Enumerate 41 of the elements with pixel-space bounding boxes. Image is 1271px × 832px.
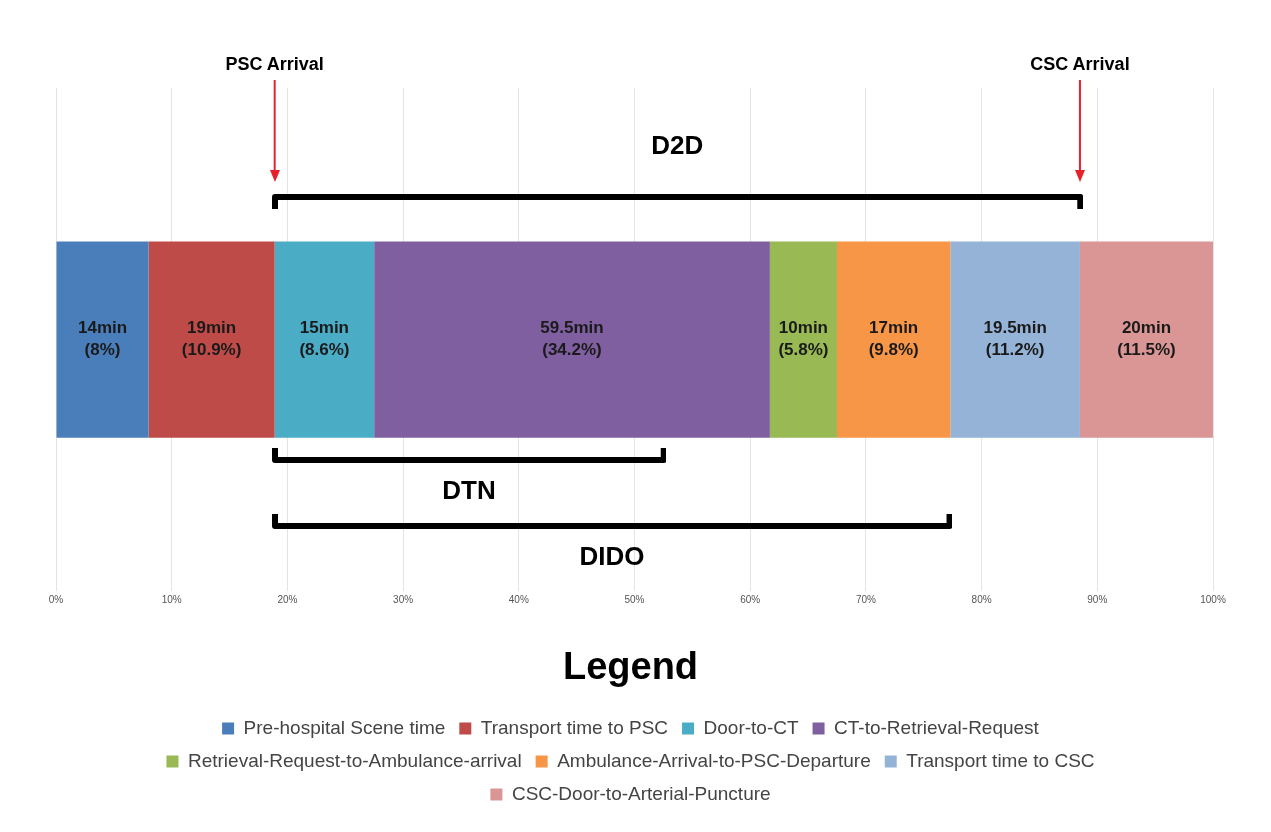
- x-tick-label: 40%: [508, 594, 529, 606]
- legend-label: CSC-Door-to-Arterial-Puncture: [511, 782, 771, 804]
- legend-label: Pre-hospital Scene time: [243, 716, 446, 738]
- x-tick-label: 90%: [1087, 594, 1108, 606]
- data-label: 19min (10.9%): [181, 318, 242, 360]
- bar: [374, 241, 770, 438]
- data-label: 19.5min (11.2%): [983, 318, 1047, 360]
- data-label: 59.5min (34.2%): [540, 318, 604, 360]
- bar: [148, 241, 275, 438]
- legend-label: Transport time to PSC: [480, 716, 669, 738]
- bar: [836, 241, 951, 438]
- bar: [1079, 241, 1213, 438]
- bar: [56, 241, 149, 438]
- bar: [950, 241, 1080, 438]
- data-label: 14min (8%): [77, 318, 128, 360]
- legend-title: Legend: [562, 644, 699, 687]
- legend-label: Door-to-CT: [703, 716, 799, 738]
- x-tick-label: 10%: [161, 594, 182, 606]
- data-label: 17min (9.8%): [868, 318, 919, 360]
- legend-label: Ambulance-Arrival-to-PSC-Departure: [557, 749, 871, 771]
- x-tick-label: 70%: [855, 594, 877, 606]
- x-tick-label: 80%: [971, 594, 992, 606]
- ref-line-label: PSC Arrival: [225, 53, 324, 74]
- x-tick-label: 50%: [624, 594, 645, 606]
- x-tick-label: 60%: [740, 594, 761, 606]
- text: D2D: [651, 129, 704, 160]
- legend-label: Transport time to CSC: [906, 749, 1095, 771]
- text: DIDO: [579, 541, 645, 572]
- x-tick-label: 0%: [48, 594, 64, 606]
- x-tick-label: 20%: [277, 594, 298, 606]
- x-tick-label: 30%: [393, 594, 414, 606]
- text: DTN: [442, 475, 496, 506]
- legend-label: CT-to-Retrieval-Request: [834, 716, 1040, 738]
- data-label: 20min (11.5%): [1117, 318, 1176, 360]
- legend-label: Retrieval-Request-to-Ambulance-arrival: [187, 749, 522, 771]
- ref-line-label: CSC Arrival: [1030, 53, 1130, 74]
- x-tick-label: 100%: [1200, 594, 1226, 606]
- bar: [769, 241, 837, 438]
- data-label: 15min (8.6%): [299, 318, 350, 360]
- data-label: 10min (5.8%): [778, 318, 829, 360]
- bar: [274, 241, 375, 438]
